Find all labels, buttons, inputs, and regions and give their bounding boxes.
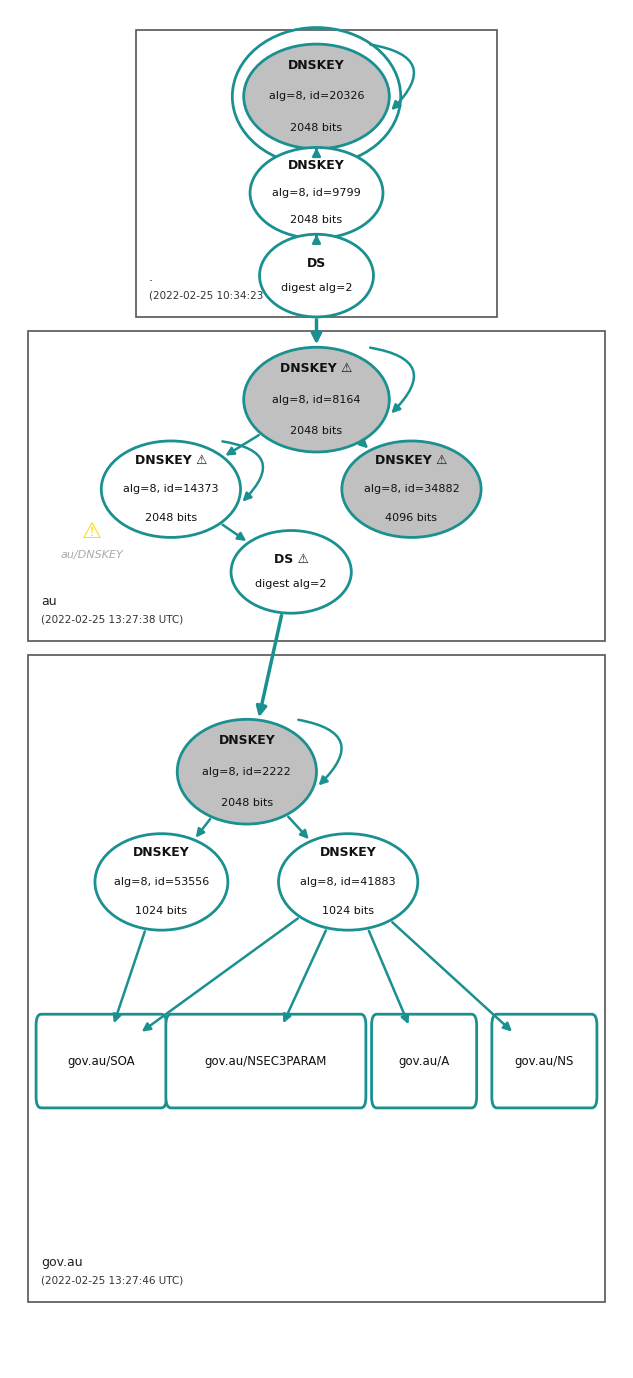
Text: alg=8, id=53556: alg=8, id=53556 — [114, 876, 209, 887]
Text: 2048 bits: 2048 bits — [221, 798, 273, 808]
FancyArrowPatch shape — [223, 525, 244, 539]
Text: DNSKEY: DNSKEY — [218, 733, 275, 747]
FancyArrowPatch shape — [298, 719, 342, 784]
FancyArrowPatch shape — [284, 930, 326, 1021]
Text: alg=8, id=8164: alg=8, id=8164 — [272, 394, 361, 405]
Text: gov.au/NSEC3PARAM: gov.au/NSEC3PARAM — [204, 1054, 327, 1068]
Text: DNSKEY: DNSKEY — [320, 846, 377, 860]
Text: (2022-02-25 13:27:46 UTC): (2022-02-25 13:27:46 UTC) — [41, 1276, 184, 1286]
Text: DNSKEY ⚠: DNSKEY ⚠ — [280, 361, 353, 375]
FancyArrowPatch shape — [313, 149, 320, 157]
Text: alg=8, id=2222: alg=8, id=2222 — [203, 766, 291, 777]
FancyBboxPatch shape — [166, 1014, 366, 1108]
Text: DNSKEY ⚠: DNSKEY ⚠ — [135, 453, 207, 467]
Text: DS: DS — [307, 256, 326, 270]
FancyBboxPatch shape — [372, 1014, 477, 1108]
FancyArrowPatch shape — [197, 819, 210, 835]
Text: gov.au: gov.au — [41, 1257, 83, 1269]
Text: DNSKEY: DNSKEY — [288, 158, 345, 172]
FancyArrowPatch shape — [114, 932, 145, 1021]
Text: 2048 bits: 2048 bits — [145, 513, 197, 524]
FancyArrowPatch shape — [222, 441, 263, 500]
FancyArrowPatch shape — [313, 236, 320, 244]
Text: alg=8, id=34882: alg=8, id=34882 — [363, 484, 460, 495]
Ellipse shape — [244, 347, 389, 452]
Text: gov.au/NS: gov.au/NS — [515, 1054, 574, 1068]
Ellipse shape — [95, 834, 228, 930]
Ellipse shape — [177, 719, 316, 824]
Ellipse shape — [231, 531, 351, 613]
Ellipse shape — [244, 44, 389, 149]
Ellipse shape — [101, 441, 241, 537]
FancyArrowPatch shape — [144, 919, 298, 1031]
Text: alg=8, id=41883: alg=8, id=41883 — [300, 876, 396, 887]
FancyArrowPatch shape — [392, 922, 510, 1029]
FancyArrowPatch shape — [228, 435, 259, 455]
Text: 2048 bits: 2048 bits — [291, 123, 342, 132]
Text: au/DNSKEY: au/DNSKEY — [60, 550, 123, 561]
Text: alg=8, id=9799: alg=8, id=9799 — [272, 187, 361, 198]
Text: digest alg=2: digest alg=2 — [281, 282, 352, 294]
Text: gov.au/SOA: gov.au/SOA — [68, 1054, 135, 1068]
Text: (2022-02-25 13:27:38 UTC): (2022-02-25 13:27:38 UTC) — [41, 615, 184, 624]
FancyBboxPatch shape — [28, 655, 605, 1302]
Ellipse shape — [250, 147, 383, 238]
FancyBboxPatch shape — [492, 1014, 597, 1108]
FancyBboxPatch shape — [36, 1014, 166, 1108]
Text: alg=8, id=20326: alg=8, id=20326 — [269, 91, 364, 102]
Text: alg=8, id=14373: alg=8, id=14373 — [123, 484, 218, 495]
Text: DNSKEY: DNSKEY — [133, 846, 190, 860]
Text: 1024 bits: 1024 bits — [322, 905, 374, 916]
FancyArrowPatch shape — [370, 44, 414, 109]
Text: 2048 bits: 2048 bits — [291, 426, 342, 435]
FancyArrowPatch shape — [369, 930, 408, 1022]
FancyArrowPatch shape — [312, 320, 321, 340]
Text: 4096 bits: 4096 bits — [385, 513, 437, 524]
Text: 2048 bits: 2048 bits — [291, 215, 342, 225]
FancyArrowPatch shape — [288, 817, 307, 836]
Text: au: au — [41, 595, 57, 608]
Text: 1024 bits: 1024 bits — [135, 905, 187, 916]
FancyArrowPatch shape — [370, 347, 414, 412]
Text: .: . — [149, 271, 153, 284]
Ellipse shape — [279, 834, 418, 930]
FancyBboxPatch shape — [28, 331, 605, 641]
Text: DNSKEY: DNSKEY — [288, 58, 345, 72]
Text: gov.au/A: gov.au/A — [399, 1054, 449, 1068]
FancyArrowPatch shape — [258, 616, 282, 714]
Text: DNSKEY ⚠: DNSKEY ⚠ — [375, 453, 448, 467]
Ellipse shape — [342, 441, 481, 537]
Text: ⚠: ⚠ — [82, 522, 102, 542]
FancyBboxPatch shape — [136, 30, 497, 317]
Ellipse shape — [260, 234, 373, 317]
Text: DS ⚠: DS ⚠ — [273, 553, 309, 566]
Text: (2022-02-25 10:34:23 UTC): (2022-02-25 10:34:23 UTC) — [149, 291, 291, 300]
Text: digest alg=2: digest alg=2 — [256, 579, 327, 590]
FancyArrowPatch shape — [359, 440, 366, 446]
